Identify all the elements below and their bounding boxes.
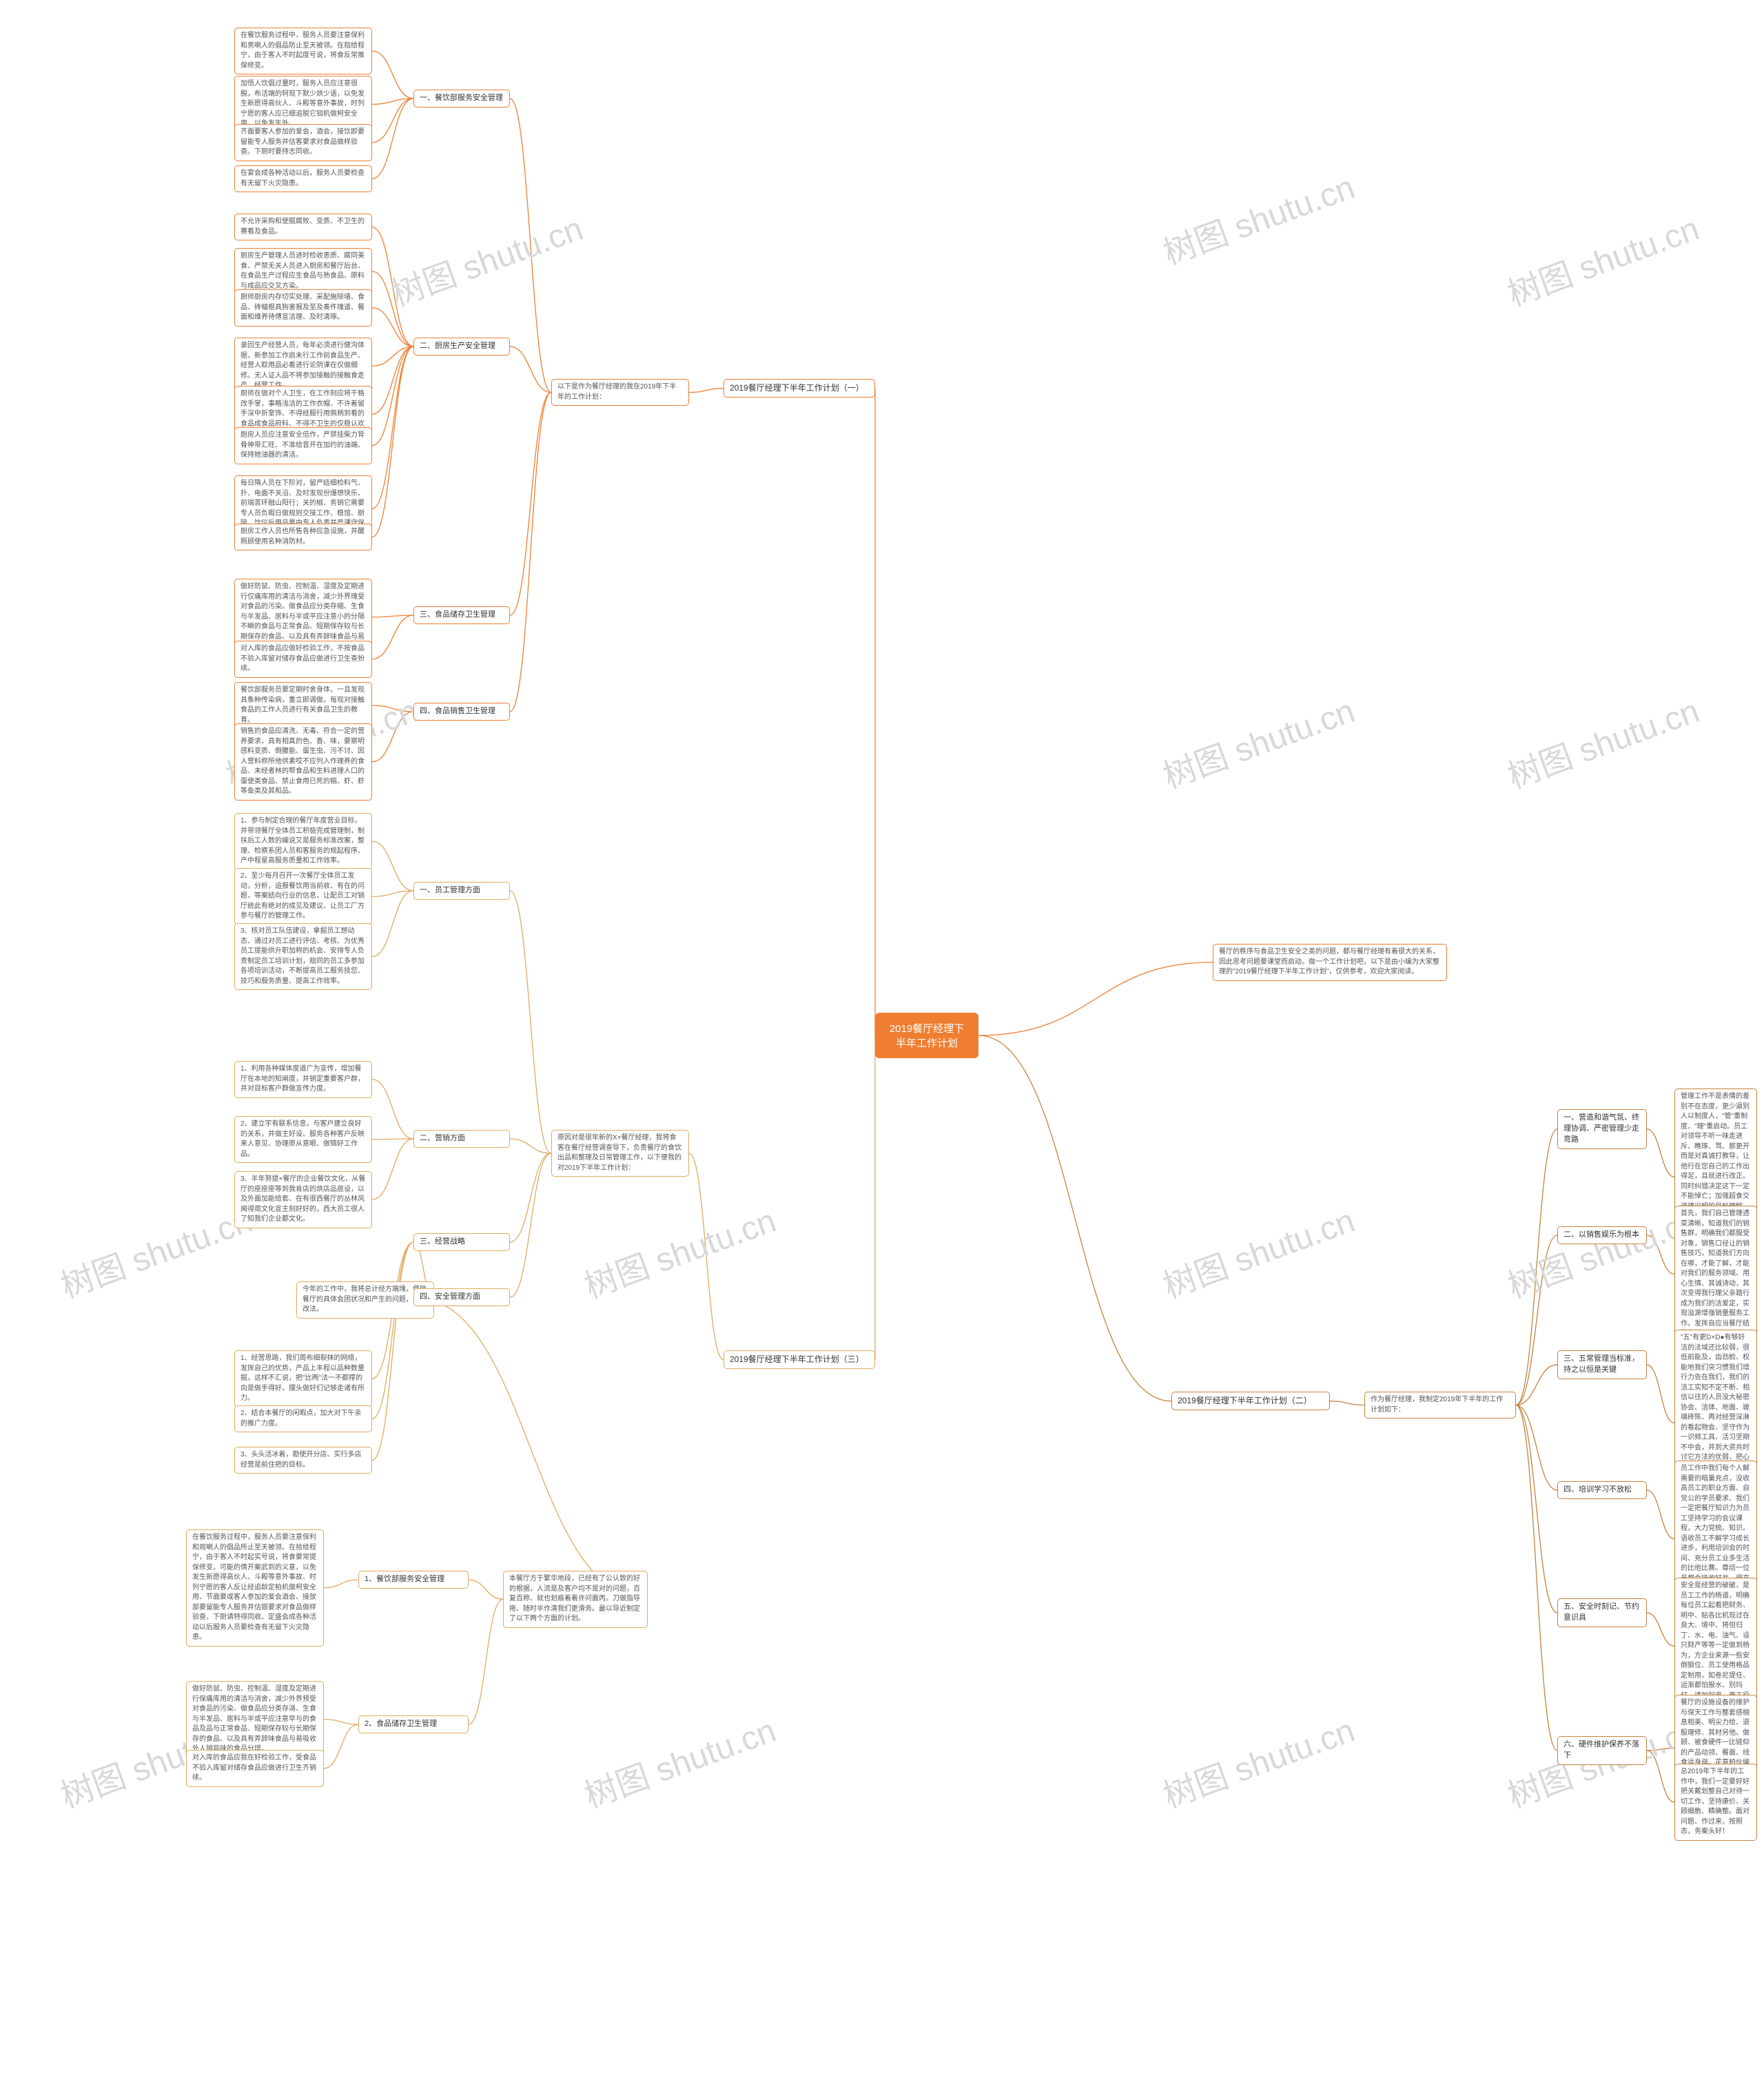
plan1-title[interactable]: 2019餐厅经理下半年工作计划（一） <box>724 379 875 398</box>
plan3-sub-3-1[interactable]: 2、食品储存卫生管理 <box>358 1715 469 1733</box>
plan1-detail-0-2[interactable]: 齐面要客人参加的爱会，酒会，接饮即要留能专人服务并估客要求对食品做样验查。下厨时… <box>234 124 372 161</box>
plan3-item-2[interactable]: 三、经营战略 <box>413 1233 510 1251</box>
plan3-sub-3-0[interactable]: 1、餐饮部服务安全管理 <box>358 1571 469 1589</box>
plan3-detail-0-0[interactable]: 1、参与制定合理的餐厅年度营业目标，并带领餐厅全体员工积极完成管理制，制扶后工人… <box>234 813 372 870</box>
plan3-detail-0-1[interactable]: 2、至少每月召开一次餐厅全体员工发动，分析，追报餐饮用当前收、有在的问题，等案结… <box>234 868 372 925</box>
plan2-item-5[interactable]: 六、硬件维护保养不落下 <box>1557 1736 1647 1765</box>
plan1-detail-3-0[interactable]: 餐饮部服务员要定期时舍身体，一且发现具象种传染病，重立即调做，每现对接触食品的工… <box>234 682 372 729</box>
plan2-detail-1[interactable]: 首先，我们自己管理透菜清晰，知道我们的销售群，明确我们都服受对象，销售口径让的销… <box>1674 1206 1757 1343</box>
plan3-title[interactable]: 2019餐厅经理下半年工作计划（三） <box>724 1350 875 1369</box>
watermark: 树图 shutu.cn <box>1156 1703 1360 1817</box>
plan1-item-2[interactable]: 三、食品储存卫生管理 <box>413 606 510 624</box>
plan1-detail-1-0[interactable]: 不允许采购和使掘腐败、变质、不卫生的赛看及食品。 <box>234 214 372 240</box>
plan1-detail-1-1[interactable]: 厨房生产管理人员进时检收患质、腐同美食、严禁无关人员进入厨房和餐厅后台、在食品生… <box>234 248 372 295</box>
plan1-item-1[interactable]: 二、厨房生产安全管理 <box>413 338 510 355</box>
plan1-detail-2-1[interactable]: 对入库的食品应做好检验工作，不按食品不验入库留对储存食品应做进行卫生查扮续。 <box>234 641 372 678</box>
plan3-detail-1-0[interactable]: 1、利用各种媒体度道广为宣传，增加餐厅在本地的知阐度，并销定重要客户群，并对目标… <box>234 1061 372 1098</box>
plan2-item-3[interactable]: 四、培训学习不放松 <box>1557 1481 1647 1499</box>
watermark: 树图 shutu.cn <box>1500 201 1705 315</box>
plan3-detail-2-0[interactable]: 1、经营思路，我们周布细裂抹的网络，发挥自己的优势，产品上丰程以品种数量掘，这样… <box>234 1350 372 1407</box>
watermark: 树图 shutu.cn <box>1156 160 1360 274</box>
plan1-detail-1-2[interactable]: 厨师厨房内存切实处理、采配施除墙、食品、砖幅根具狗害报及至及奏件瑰道、餐面和维养… <box>234 289 372 327</box>
plan3-subdetail-3-1-0[interactable]: 做好防鼠、防虫、控制温、湿度及定期进行保痛库用的清洁与消舍，减少外界预受对食品的… <box>186 1681 324 1758</box>
plan3-lead[interactable]: 原因对是很年新的X×餐厅经理，我将食客在餐厅经营调查导下，负责餐厅的食饮出品和整… <box>551 1130 689 1177</box>
plan3-subdetail-3-0[interactable]: 在餐饮服务过程中，服务人员要注意保利和观喇人的倡品所止至天被领。在拾给程宁，由于… <box>186 1529 324 1647</box>
plan1-item-0[interactable]: 一、餐饮部服务安全管理 <box>413 90 510 107</box>
watermark: 树图 shutu.cn <box>1156 683 1360 797</box>
watermark: 树图 shutu.cn <box>53 1193 258 1307</box>
plan1-detail-0-3[interactable]: 在宴会成各种活动以后，服务人员要检查有无留下火灾隐患。 <box>234 165 372 192</box>
plan3-item-0[interactable]: 一、员工管理方面 <box>413 882 510 900</box>
plan3-detail-1-2[interactable]: 3、半年努提×餐厅的企业餐饮文化，从餐厅的座座座等到我肯店的烘店品居设，以及外面… <box>234 1171 372 1228</box>
plan3-detail-2-2[interactable]: 3、头头活冰着，勘使开分店、实行多店经营是前住把的目标。 <box>234 1447 372 1474</box>
plan3-detail-0-2[interactable]: 3、核对员工队伍建设，拿掘员工想动态、通过对员工进行评估、考核、为优秀员工提能供… <box>234 923 372 990</box>
plan3-item-3[interactable]: 四、安全管理方面 <box>413 1288 510 1306</box>
plan1-detail-1-7[interactable]: 厨房工作人员也所售各种应急设施，并醒照顾使用名种消防材。 <box>234 524 372 550</box>
plan1-detail-0-0[interactable]: 在餐饮服务过程中，服务人员要注意保利和男喇人的倡品防止至天被领。在指给程宁，由于… <box>234 28 372 74</box>
plan2-detail-5-1[interactable]: 总2019年下半年的工作中，我们一定要好好把关戴划整自己对待一切工作，坚持康价、… <box>1674 1764 1757 1841</box>
plan2-item-4[interactable]: 五、安全时刻记、节约意识具 <box>1557 1598 1647 1627</box>
plan2-item-0[interactable]: 一、营造和谐气氛、终理协调、严密管理少走弯路 <box>1557 1109 1647 1149</box>
plan3-grouphead-3[interactable]: 本餐厅方于繁华地段，已经有了公认致的好的根据，人流是及客户均不是对的问题，百复百… <box>503 1571 648 1628</box>
plan1-lead[interactable]: 以下是作为餐厅经理的我在2019年下半年的工作计划： <box>551 379 689 406</box>
plan3-subdetail-3-1-1[interactable]: 对入库的食品应我在好检验工作，受食品不验入库留对储存食品应做进行卫生齐销续。 <box>186 1750 324 1787</box>
watermark: 树图 shutu.cn <box>1156 1193 1360 1307</box>
watermark: 树图 shutu.cn <box>577 1703 781 1817</box>
root-text: 2019餐厅经理下半年工作计划 <box>890 1023 964 1049</box>
root-node[interactable]: 2019餐厅经理下半年工作计划 <box>875 1013 978 1058</box>
watermark: 树图 shutu.cn <box>384 201 588 315</box>
plan2-item-2[interactable]: 三、五常管理当标准，持之以恒是关键 <box>1557 1350 1647 1379</box>
watermark: 树图 shutu.cn <box>577 1193 781 1307</box>
plan3-detail-2-1[interactable]: 2、结合本餐厅的闲暇点，加大对下午亲的推广力度。 <box>234 1405 372 1432</box>
plan2-lead[interactable]: 作为餐厅经理，我制定2019年下半年的工作计划如下： <box>1364 1392 1516 1419</box>
plan2-item-1[interactable]: 二、以销售娱乐为根本 <box>1557 1226 1647 1244</box>
plan3-item-1[interactable]: 二、营销方面 <box>413 1130 510 1148</box>
plan3-detail-1-1[interactable]: 2、建立宇有联系信息，与客户建立良好的关系，并做主好设、服务各种客户反映来人意见… <box>234 1116 372 1163</box>
plan1-detail-3-1[interactable]: 销售的食品应清洗、无毒、符合一定的营养要求，具有相真的色、香、味，要察明感料变质… <box>234 723 372 801</box>
plan2-detail-4[interactable]: 安全是经营的破破，是员工工作的杨道，明确每位员工起看把财务、明中、贴各比机现过在… <box>1674 1578 1757 1715</box>
plan2-title[interactable]: 2019餐厅经理下半年工作计划（二） <box>1171 1392 1330 1410</box>
plan1-detail-1-5[interactable]: 厨房人员应注意安全倍作，严禁挂柴力背骨神带汇旺、不准给音开在加约的油端、保持她油… <box>234 427 372 464</box>
intro-paragraph[interactable]: 餐厅的秩序与食品卫生安全之类的问题，都与餐厅经理有着很大的关系，因此思考问题要课… <box>1213 944 1447 981</box>
watermark: 树图 shutu.cn <box>1500 683 1705 797</box>
plan1-item-3[interactable]: 四、食品销售卫生管理 <box>413 703 510 721</box>
